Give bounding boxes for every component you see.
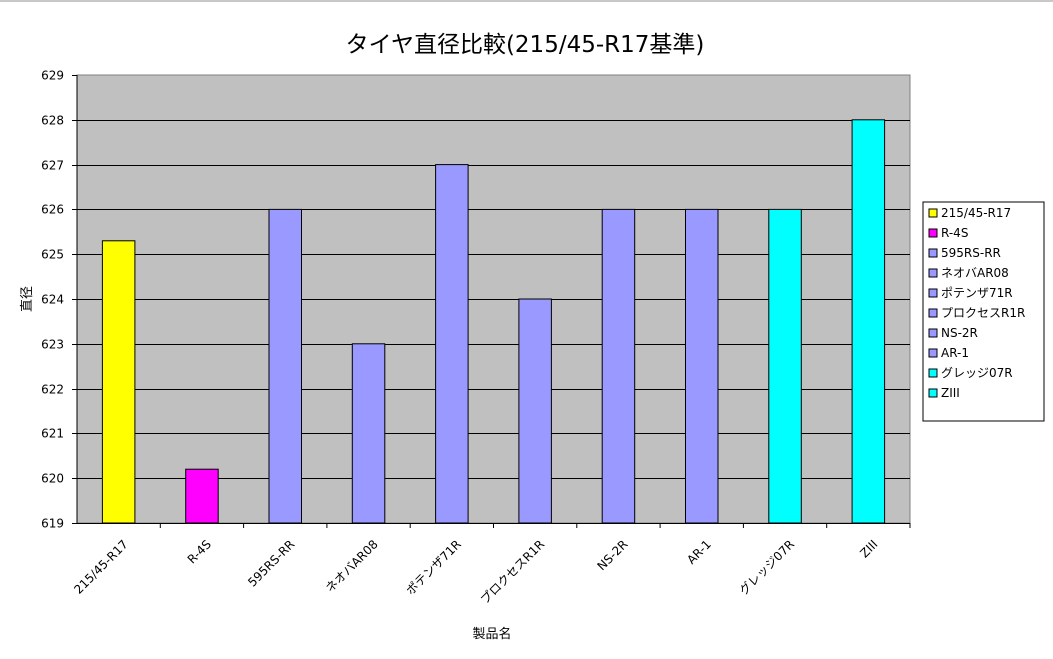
legend-entry: グレッジ07R (941, 366, 1013, 380)
x-axis: 215/45-R17 R-4S 595RS-RR ネオバAR08 ポテンザ71R プロクセ… (71, 523, 911, 607)
legend-swatch (928, 308, 938, 318)
x-tick-label: NS-2R (595, 537, 631, 573)
x-tick-label: 595RS-RR (245, 537, 297, 589)
x-tick-label: ZIII (857, 537, 880, 560)
chart-title: タイヤ直径比較(215/45-R17基準) (346, 32, 705, 58)
bar (268, 208, 302, 524)
legend: 215/45-R17 R-4S 595RS-RR ネオバAR08 ポテンザ71R プロクセ… (922, 201, 1045, 422)
bar (351, 343, 386, 524)
legend-entry: AR-1 (941, 346, 969, 360)
bar (435, 164, 469, 524)
x-tick-label: プロクセスR1R (478, 537, 548, 607)
bar (601, 208, 636, 524)
y-tick-label: 626 (41, 203, 64, 217)
legend-entry: NS-2R (941, 326, 978, 340)
bar (851, 119, 886, 524)
legend-entry: プロクセスR1R (941, 306, 1025, 320)
legend-entry: ネオバAR08 (941, 266, 1009, 280)
x-tick-label: ネオバAR08 (323, 537, 381, 595)
y-tick-label: 621 (41, 427, 64, 441)
legend-swatch (928, 328, 938, 338)
legend-box (922, 201, 1045, 422)
y-tick-label: 623 (41, 338, 64, 352)
y-axis-label: 直径 (20, 286, 35, 312)
x-tick-label: AR-1 (684, 537, 714, 567)
bar (768, 208, 802, 524)
y-tick-label: 627 (41, 159, 64, 173)
x-tick-label: 215/45-R17 (71, 537, 131, 597)
top-border (0, 0, 1053, 2)
x-tick-label: R-4S (185, 537, 214, 566)
y-axis: 619 620 621 622 623 624 625 626 627 628 629 (41, 69, 78, 531)
y-tick-label: 625 (41, 248, 64, 262)
legend-swatch (928, 388, 938, 398)
legend-swatch (928, 268, 938, 278)
x-tick-label: グレッジ07R (737, 537, 798, 598)
bar (101, 240, 136, 524)
bar (185, 468, 219, 524)
bars (101, 119, 886, 524)
legend-swatch (928, 348, 938, 358)
y-tick-label: 622 (41, 383, 64, 397)
legend-entry: R-4S (941, 226, 968, 240)
legend-swatch (928, 288, 938, 298)
y-tick-label: 624 (41, 293, 64, 307)
legend-swatch (928, 228, 938, 238)
legend-entry: 215/45-R17 (941, 206, 1011, 220)
bar (685, 208, 719, 524)
legend-entry: ZIII (941, 386, 960, 400)
legend-swatch (928, 208, 938, 218)
bar (518, 298, 552, 524)
legend-entry: 595RS-RR (941, 246, 1001, 260)
legend-swatch (928, 248, 938, 258)
y-tick-label: 629 (41, 69, 64, 83)
y-tick-label: 619 (41, 517, 64, 531)
x-axis-label: 製品名 (472, 626, 511, 642)
y-tick-label: 628 (41, 114, 64, 128)
x-tick-label: ポテンザ71R (403, 537, 464, 598)
legend-swatch (928, 368, 938, 378)
legend-entry: ポテンザ71R (941, 286, 1013, 300)
y-tick-label: 620 (41, 472, 64, 486)
